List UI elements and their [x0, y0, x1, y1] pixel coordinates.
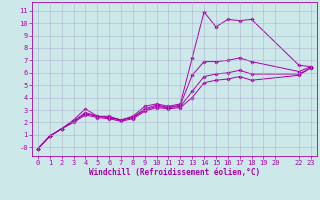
X-axis label: Windchill (Refroidissement éolien,°C): Windchill (Refroidissement éolien,°C)	[89, 168, 260, 177]
